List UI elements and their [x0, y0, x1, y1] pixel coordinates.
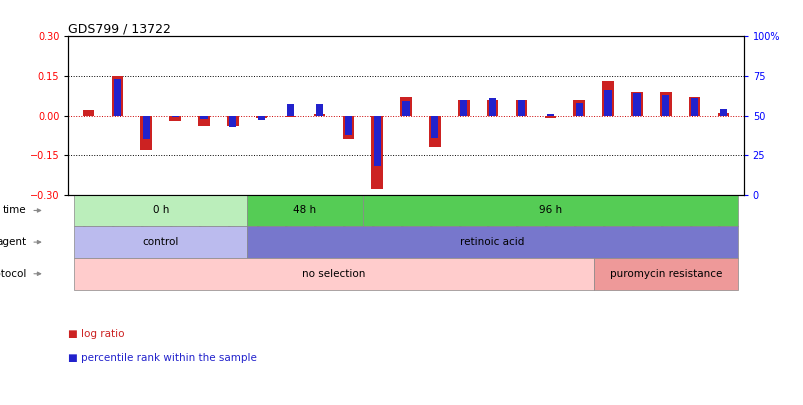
Bar — [247, 226, 737, 258]
Bar — [142, 115, 149, 139]
Bar — [458, 100, 469, 115]
Bar — [429, 115, 440, 147]
Bar — [247, 195, 362, 226]
Bar — [287, 104, 294, 115]
Bar — [226, 115, 238, 126]
Bar — [515, 100, 527, 115]
Bar — [200, 115, 207, 119]
Bar — [198, 115, 210, 126]
Bar — [400, 97, 411, 115]
Text: 0 h: 0 h — [153, 205, 169, 215]
Text: ■ percentile rank within the sample: ■ percentile rank within the sample — [68, 354, 257, 363]
Bar — [141, 115, 152, 150]
Text: time: time — [3, 205, 26, 215]
Bar — [362, 195, 737, 226]
Bar — [74, 226, 247, 258]
Bar — [344, 115, 352, 134]
Bar — [74, 195, 247, 226]
Bar — [114, 79, 121, 115]
Bar — [169, 115, 181, 121]
Text: puromycin resistance: puromycin resistance — [609, 269, 721, 279]
Text: 96 h: 96 h — [538, 205, 561, 215]
Bar — [546, 114, 553, 115]
Bar — [662, 95, 669, 115]
Bar — [517, 100, 524, 115]
Bar — [593, 258, 737, 290]
Bar — [371, 115, 382, 190]
Bar — [688, 97, 699, 115]
Bar — [74, 258, 593, 290]
Bar — [459, 100, 467, 115]
Bar — [112, 76, 123, 115]
Bar — [313, 114, 324, 115]
Bar — [255, 115, 267, 118]
Bar — [342, 115, 353, 139]
Bar — [402, 101, 409, 115]
Bar — [284, 115, 296, 117]
Bar — [488, 98, 495, 115]
Bar — [717, 113, 728, 115]
Bar — [601, 81, 613, 115]
Text: 48 h: 48 h — [293, 205, 316, 215]
Text: control: control — [142, 237, 178, 247]
Bar — [430, 115, 438, 138]
Bar — [544, 115, 556, 118]
Text: agent: agent — [0, 237, 26, 247]
Bar — [630, 92, 642, 115]
Text: retinoic acid: retinoic acid — [460, 237, 524, 247]
Bar — [690, 98, 697, 115]
Bar — [573, 100, 585, 115]
Bar — [229, 115, 236, 127]
Bar — [487, 100, 498, 115]
Bar — [83, 110, 94, 115]
Bar — [575, 103, 582, 115]
Text: ■ log ratio: ■ log ratio — [68, 329, 124, 339]
Bar — [719, 109, 726, 115]
Bar — [373, 115, 381, 166]
Bar — [258, 115, 265, 120]
Bar — [171, 115, 178, 117]
Bar — [633, 94, 640, 115]
Bar — [316, 104, 323, 115]
Bar — [659, 92, 671, 115]
Bar — [604, 90, 611, 115]
Text: no selection: no selection — [302, 269, 365, 279]
Text: growth protocol: growth protocol — [0, 269, 26, 279]
Text: GDS799 / 13722: GDS799 / 13722 — [68, 22, 171, 35]
